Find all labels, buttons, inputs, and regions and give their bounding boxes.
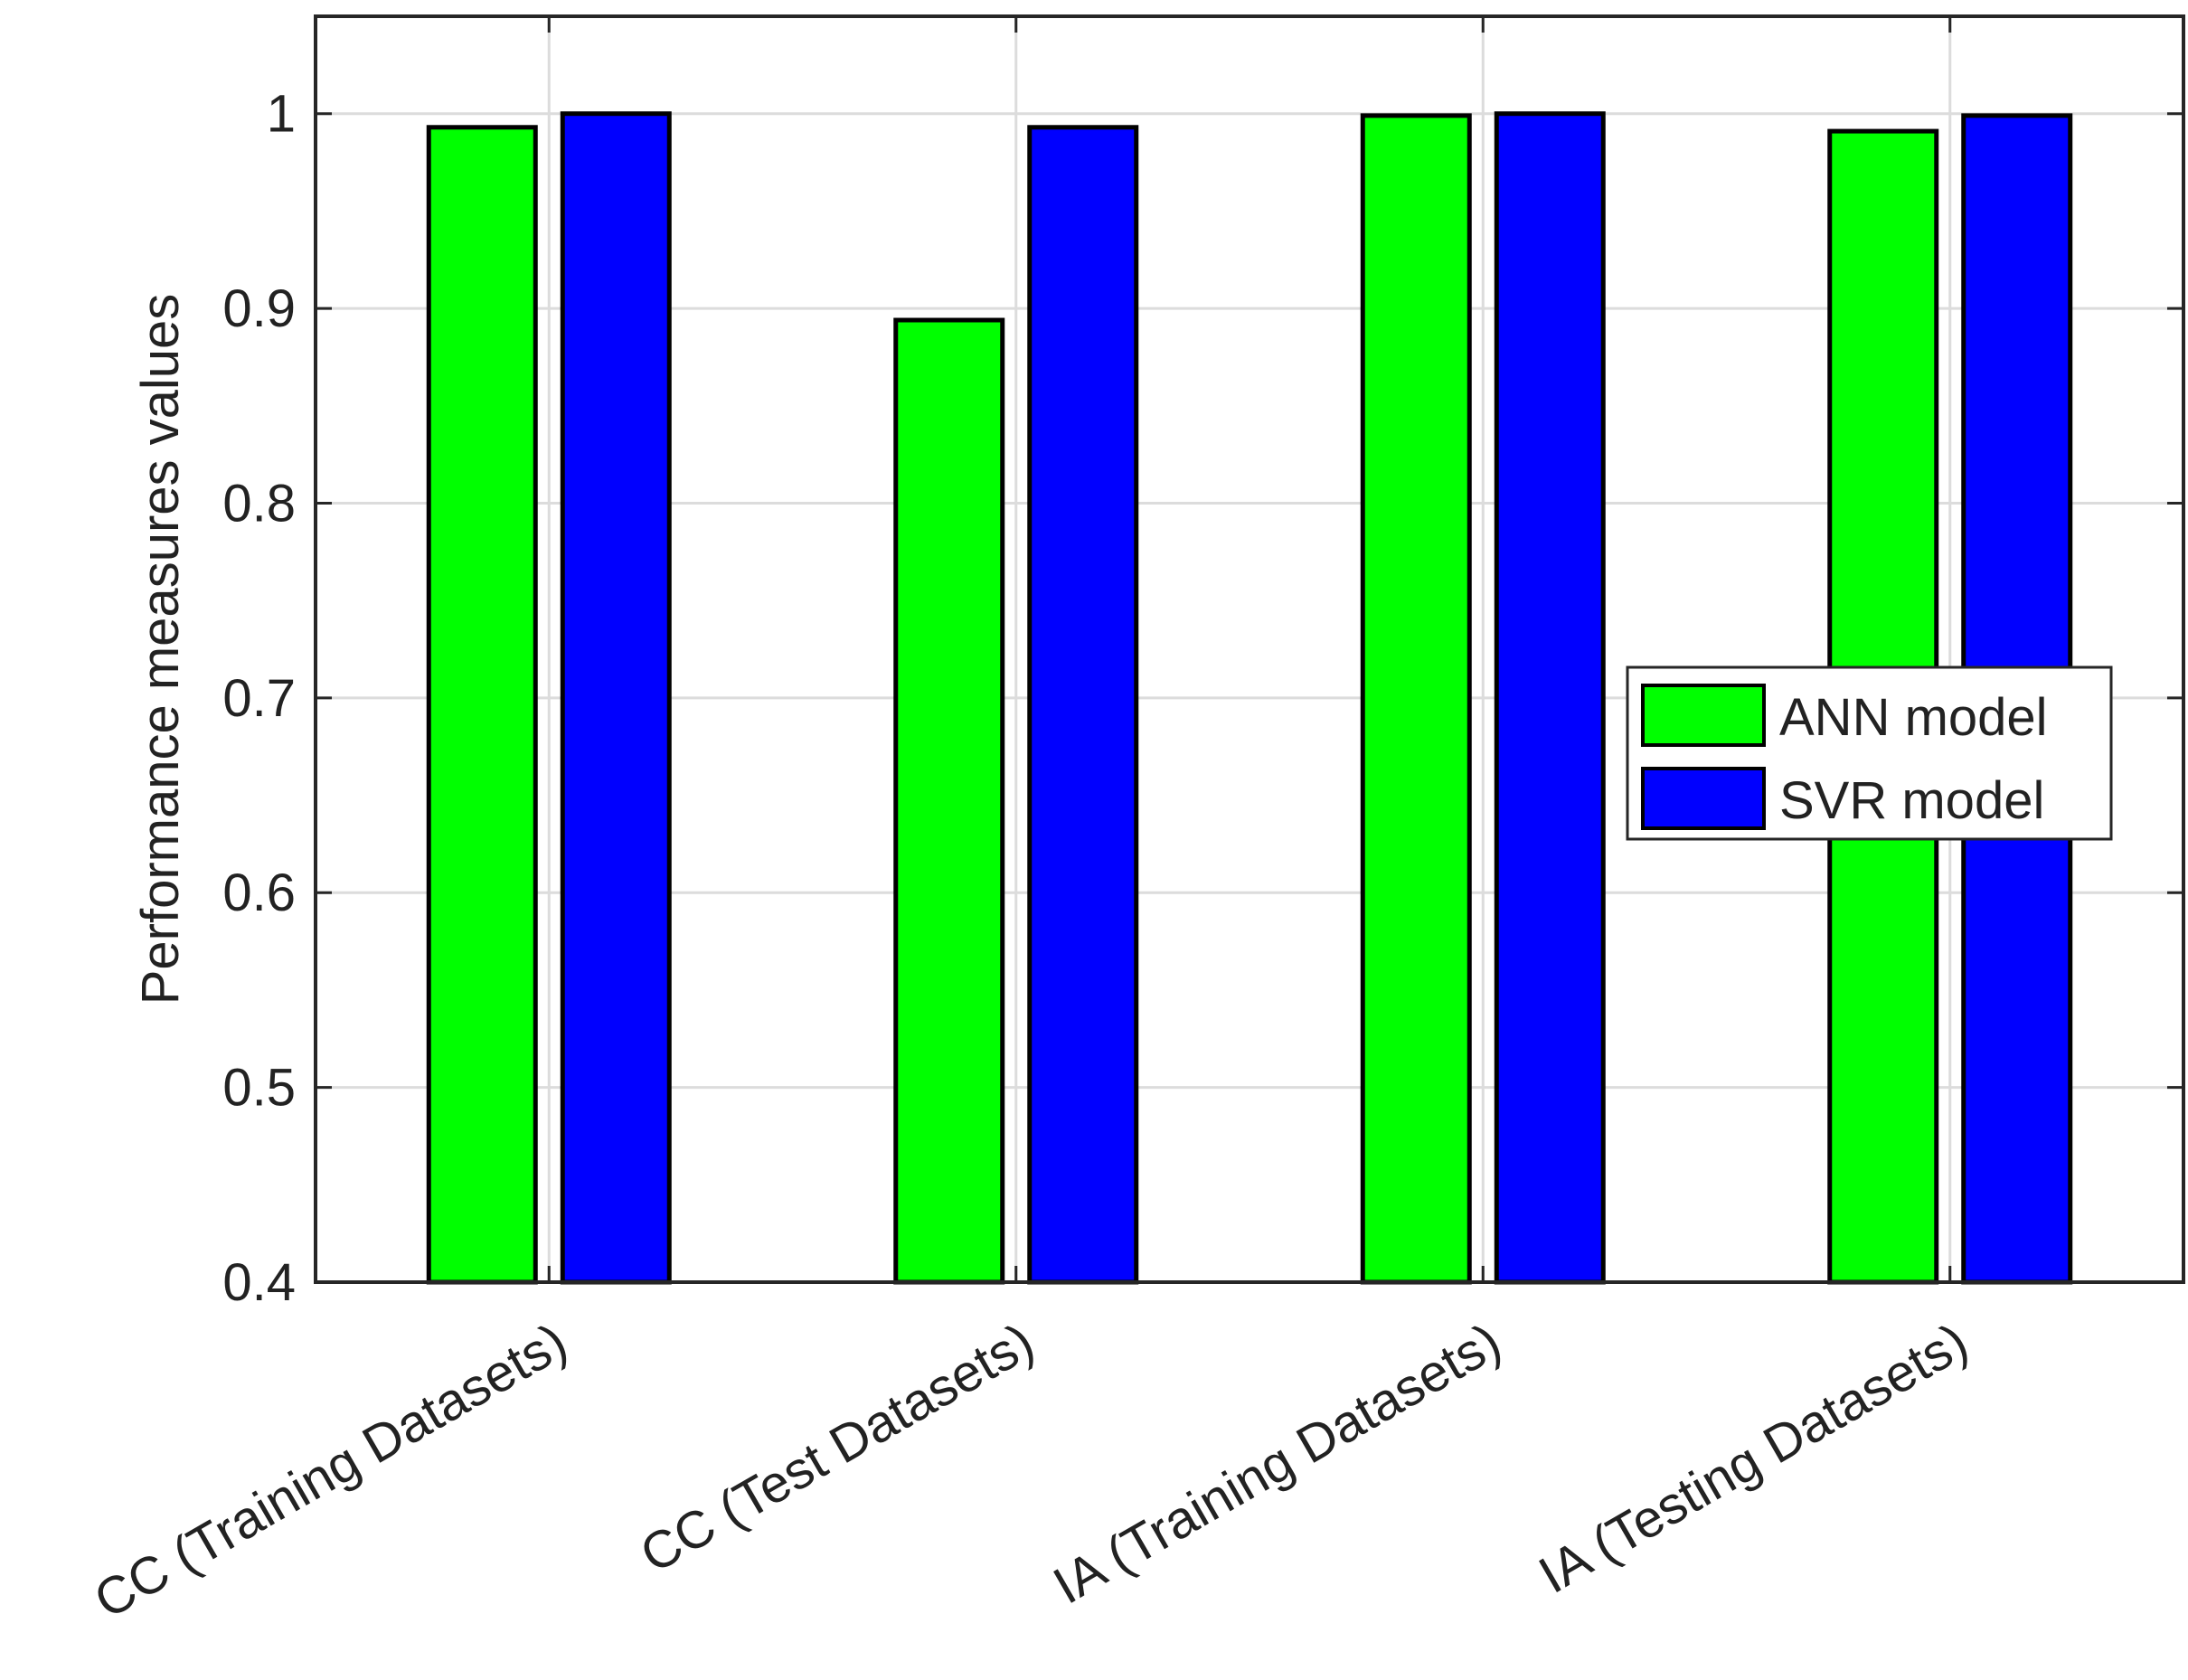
y-tick-label: 0.7: [222, 669, 296, 728]
x-category-label: CC (Test Datasets): [630, 1312, 1043, 1584]
legend-label-svr: SVR model: [1779, 771, 2044, 830]
y-tick-label: 0.5: [222, 1059, 296, 1118]
bar-ann-model-2: [1360, 113, 1472, 1285]
legend-label-ann: ANN model: [1779, 688, 2048, 747]
bar-svr-model-2: [1494, 111, 1606, 1285]
y-tick-label: 0.6: [222, 864, 296, 922]
legend-swatch-svr: [1641, 767, 1766, 830]
bar-ann-model-0: [426, 125, 538, 1285]
axes-frame: [314, 14, 2185, 1284]
y-axis-ticks: 0.4 0.5 0.6 0.7 0.8 0.9 1: [222, 85, 2183, 1312]
y-tick-label: 1: [267, 85, 296, 144]
x-category-label: IA (Training Datasets): [1043, 1312, 1510, 1616]
bar-svr-model-0: [560, 111, 672, 1285]
bar-svr-model-1: [1027, 125, 1139, 1285]
legend-swatch-ann: [1641, 684, 1766, 747]
x-category-label: CC (Training Datasets): [85, 1312, 577, 1630]
bar-ann-model-1: [893, 317, 1005, 1285]
y-tick-label: 0.8: [222, 474, 296, 533]
y-tick-label: 0.9: [222, 279, 296, 338]
y-axis-label: Performance measures values: [131, 294, 190, 1005]
y-tick-label: 0.4: [222, 1253, 296, 1312]
x-category-label: IA (Testing Datasets): [1529, 1312, 1977, 1605]
legend: ANN model SVR model: [1626, 665, 2113, 841]
